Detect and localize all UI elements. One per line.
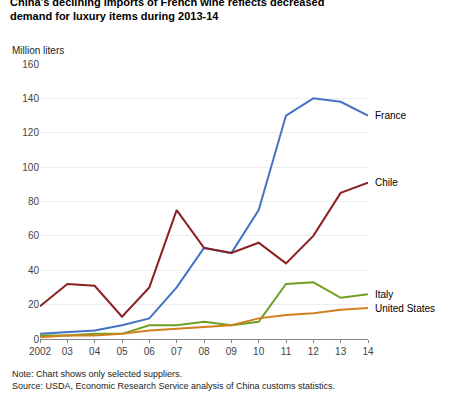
svg-text:09: 09 <box>226 346 238 357</box>
svg-text:40: 40 <box>28 265 40 276</box>
svg-text:08: 08 <box>198 346 210 357</box>
svg-text:Million liters: Million liters <box>12 45 64 56</box>
svg-text:2002: 2002 <box>29 346 52 357</box>
svg-text:100: 100 <box>22 162 39 173</box>
svg-text:04: 04 <box>89 346 101 357</box>
svg-text:03: 03 <box>62 346 74 357</box>
svg-text:Chile: Chile <box>375 177 398 188</box>
svg-text:10: 10 <box>253 346 265 357</box>
svg-text:07: 07 <box>171 346 183 357</box>
svg-text:13: 13 <box>335 346 347 357</box>
svg-text:140: 140 <box>22 93 39 104</box>
svg-text:120: 120 <box>22 127 39 138</box>
svg-text:China's declining imports of F: China's declining imports of French wine… <box>10 0 324 22</box>
svg-text:160: 160 <box>22 59 39 70</box>
svg-text:France: France <box>375 110 407 121</box>
svg-text:Italy: Italy <box>375 289 393 300</box>
svg-text:12: 12 <box>308 346 320 357</box>
svg-text:05: 05 <box>116 346 128 357</box>
svg-text:Note: Chart shows only selecte: Note: Chart shows only selected supplier… <box>12 369 335 391</box>
svg-text:60: 60 <box>28 230 40 241</box>
svg-text:20: 20 <box>28 299 40 310</box>
svg-text:80: 80 <box>28 196 40 207</box>
svg-text:06: 06 <box>144 346 156 357</box>
svg-text:0: 0 <box>33 334 39 345</box>
svg-text:14: 14 <box>362 346 374 357</box>
svg-text:11: 11 <box>281 346 292 357</box>
svg-text:United States: United States <box>375 303 435 314</box>
